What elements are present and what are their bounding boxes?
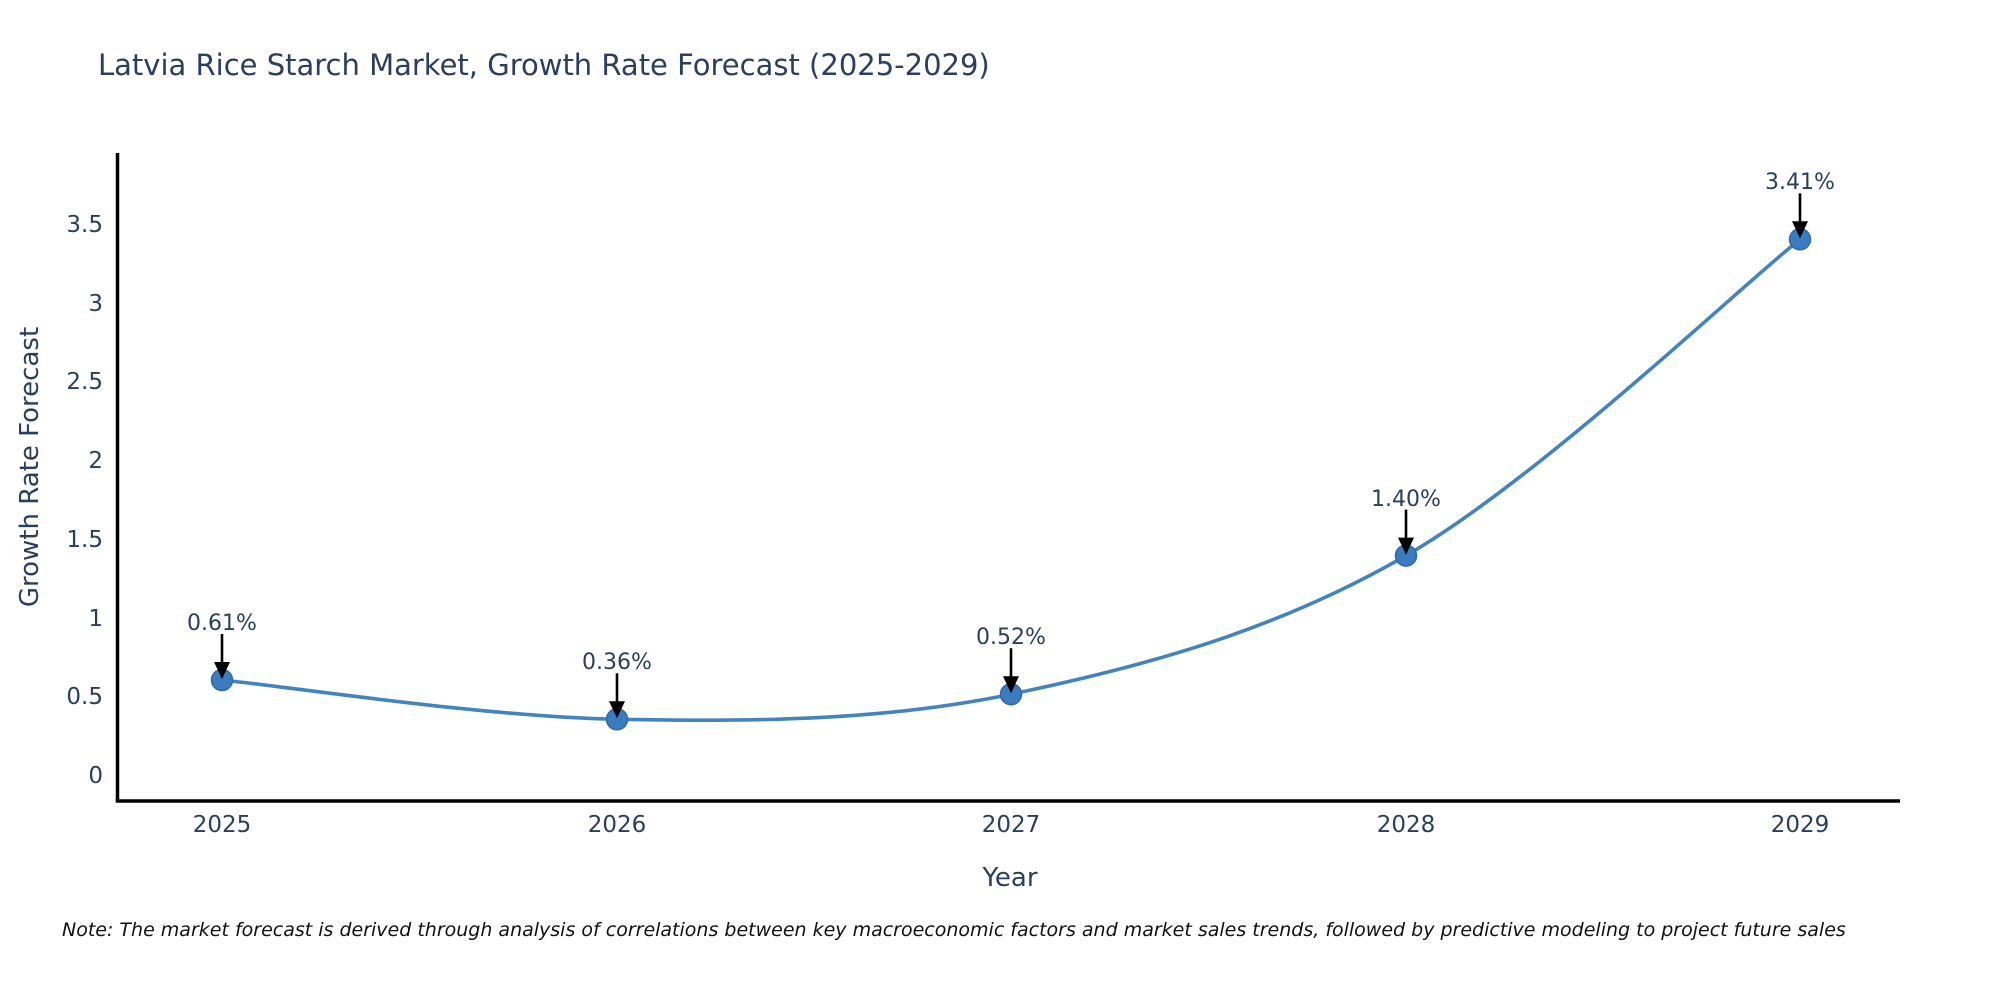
footnote: Note: The market forecast is derived thr… xyxy=(62,919,1846,941)
y-tick-0-5: 0.5 xyxy=(66,684,103,710)
y-axis-title: Growth Rate Forecast xyxy=(15,326,45,608)
x-tick-2027: 2027 xyxy=(981,812,1041,838)
x-tick-2025: 2025 xyxy=(192,812,252,838)
x-axis-title: Year xyxy=(982,863,1038,893)
y-tick-3: 3 xyxy=(88,291,103,317)
y-tick-1: 1 xyxy=(88,606,103,632)
annotation-arrow-2025 xyxy=(214,634,230,679)
value-label-2028: 1.40% xyxy=(1371,486,1441,512)
y-tick-0: 0 xyxy=(88,763,103,789)
y-tick-1-5: 1.5 xyxy=(66,527,103,553)
annotation-arrow-2027 xyxy=(1003,648,1019,694)
y-tick-3-5: 3.5 xyxy=(66,212,103,238)
x-tick-2029: 2029 xyxy=(1770,812,1830,838)
value-label-2027: 0.52% xyxy=(976,625,1046,651)
value-label-2025: 0.61% xyxy=(187,611,257,636)
y-tick-2-5: 2.5 xyxy=(66,369,103,395)
y-tick-2: 2 xyxy=(88,448,103,474)
annotation-arrow-2028 xyxy=(1398,509,1414,555)
value-label-2029: 3.41% xyxy=(1765,170,1835,196)
annotation-arrow-2029 xyxy=(1792,193,1808,239)
chart-title: Latvia Rice Starch Market, Growth Rate F… xyxy=(98,48,990,82)
x-tick-2028: 2028 xyxy=(1376,812,1436,838)
value-label-2026: 0.36% xyxy=(582,650,652,676)
annotation-arrow-2026 xyxy=(609,673,625,719)
x-tick-2026: 2026 xyxy=(587,812,647,838)
trend-line xyxy=(220,237,1802,722)
